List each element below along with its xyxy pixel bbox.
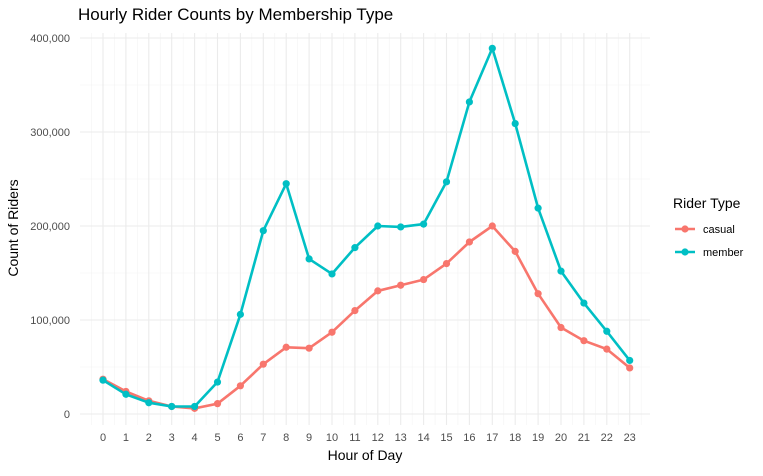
x-tick-label: 8 xyxy=(283,432,289,444)
data-point-member xyxy=(374,222,382,230)
data-point-member xyxy=(351,244,359,252)
data-point-member xyxy=(511,119,519,128)
data-point-member xyxy=(557,267,565,275)
x-tick-label: 1 xyxy=(123,432,129,444)
y-axis-title: Count of Riders xyxy=(5,179,21,276)
legend-items: casual member xyxy=(675,224,744,259)
data-point-member xyxy=(328,270,336,278)
x-tick-label: 21 xyxy=(578,432,590,444)
data-point-member xyxy=(488,44,496,52)
x-tick-label: 15 xyxy=(440,432,452,444)
series-lines xyxy=(99,44,634,412)
legend-title: Rider Type xyxy=(673,195,741,211)
legend-item-member: member xyxy=(675,247,744,259)
x-tick-label: 16 xyxy=(463,432,475,444)
data-point-member xyxy=(259,227,267,235)
series-line-casual xyxy=(101,224,632,410)
x-tick-label: 6 xyxy=(237,432,243,444)
y-tick-label: 0 xyxy=(64,409,70,421)
data-point-casual xyxy=(626,364,634,372)
x-tick-label: 13 xyxy=(395,432,407,444)
x-tick-label: 18 xyxy=(509,432,521,444)
data-point-casual xyxy=(557,323,565,332)
data-point-member xyxy=(236,310,244,318)
x-axis-title: Hour of Day xyxy=(328,447,403,463)
x-axis-tick-labels: 0 1 2 3 4 5 6 7 8 9 10 11 12 13 14 15 16 17 18 19 20 21 22 23 xyxy=(100,432,636,444)
data-point-member xyxy=(603,327,611,335)
data-point-casual xyxy=(305,344,313,352)
data-point-member xyxy=(626,356,634,365)
y-axis-tick-labels: 0 100,000 200,000 300,000 400,000 xyxy=(30,33,70,421)
legend-key-point xyxy=(681,248,689,256)
data-point-casual xyxy=(603,345,611,353)
data-point-casual xyxy=(282,343,290,351)
data-point-casual xyxy=(511,247,519,255)
x-tick-label: 17 xyxy=(486,432,498,444)
x-tick-label: 4 xyxy=(192,432,198,444)
legend-item-casual: casual xyxy=(675,224,735,236)
x-tick-label: 11 xyxy=(349,432,360,444)
data-point-member xyxy=(534,204,542,212)
data-point-member xyxy=(397,223,405,231)
data-point-casual xyxy=(397,281,405,289)
data-point-member xyxy=(191,402,199,411)
data-point-casual xyxy=(213,400,222,408)
data-point-member xyxy=(305,255,313,263)
y-tick-label: 100,000 xyxy=(30,315,70,327)
x-tick-label: 20 xyxy=(555,432,567,444)
x-tick-label: 14 xyxy=(417,432,429,444)
data-point-casual xyxy=(351,307,359,315)
series-line-member xyxy=(101,46,632,408)
data-point-casual xyxy=(374,287,382,295)
data-point-casual xyxy=(236,382,244,390)
x-tick-label: 19 xyxy=(532,432,544,444)
gridlines xyxy=(80,33,650,425)
data-point-casual xyxy=(534,290,542,298)
y-tick-label: 300,000 xyxy=(30,127,70,139)
x-tick-label: 0 xyxy=(100,432,106,444)
data-point-member xyxy=(213,378,222,386)
x-tick-label: 22 xyxy=(601,432,613,444)
x-tick-label: 5 xyxy=(214,432,220,444)
data-point-member xyxy=(122,390,130,398)
legend-label: member xyxy=(703,247,744,259)
x-tick-label: 3 xyxy=(169,432,175,444)
legend: Rider Type casual member xyxy=(673,195,744,259)
data-point-member xyxy=(145,399,153,407)
y-tick-label: 400,000 xyxy=(30,33,70,45)
data-point-member xyxy=(465,98,473,106)
chart-title: Hourly Rider Counts by Membership Type xyxy=(78,5,393,24)
data-point-member xyxy=(99,376,107,384)
x-tick-label: 23 xyxy=(624,432,636,444)
x-tick-label: 12 xyxy=(372,432,384,444)
data-point-casual xyxy=(488,222,496,230)
x-tick-label: 2 xyxy=(146,432,152,444)
x-tick-label: 10 xyxy=(326,432,338,444)
data-point-casual xyxy=(259,360,267,368)
data-point-member xyxy=(168,402,176,411)
x-tick-label: 7 xyxy=(260,432,266,444)
data-point-member xyxy=(420,220,428,228)
data-point-casual xyxy=(442,260,451,268)
data-point-member xyxy=(442,178,451,186)
legend-label: casual xyxy=(703,224,735,236)
y-tick-label: 200,000 xyxy=(30,221,70,233)
x-tick-label: 9 xyxy=(306,432,312,444)
data-point-casual xyxy=(465,238,473,246)
series-member xyxy=(99,44,634,411)
data-point-member xyxy=(580,299,588,307)
legend-key-point xyxy=(681,225,689,233)
data-point-member xyxy=(282,180,290,188)
data-point-casual xyxy=(420,275,428,284)
data-point-casual xyxy=(328,328,336,336)
data-point-casual xyxy=(580,337,588,345)
